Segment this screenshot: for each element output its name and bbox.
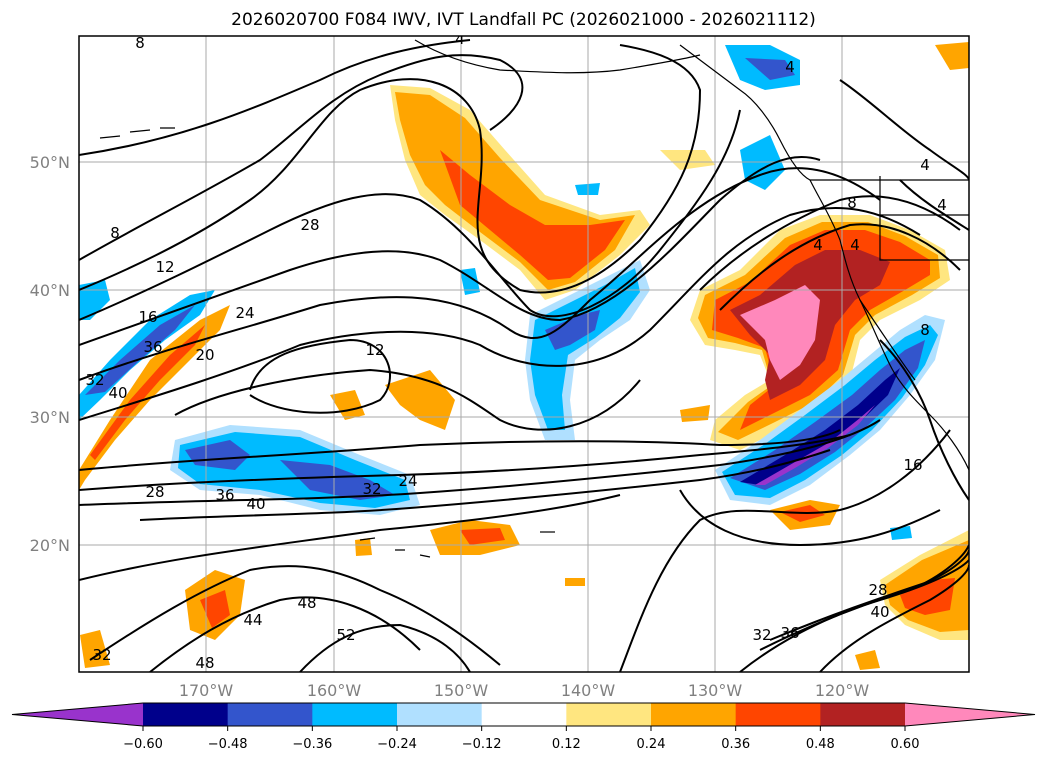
contour-label: 8 [847, 194, 857, 212]
lon-label: 130°W [688, 681, 743, 700]
colorbar-segment [481, 703, 567, 726]
contour-label: 4 [850, 236, 860, 254]
colorbar-segment [735, 703, 821, 726]
map-area: 8 4 4 8 12 16 20 24 28 12 36 32 40 24 32… [79, 30, 969, 672]
lat-label: 20°N [30, 536, 70, 555]
colorbar-tick-label: 0.36 [721, 737, 750, 752]
contour-label: 16 [138, 308, 157, 326]
colorbar-extend-min [12, 703, 143, 726]
lat-label: 50°N [30, 153, 70, 172]
contour-label: 8 [920, 321, 930, 339]
colorbar-segment [312, 703, 398, 726]
lat-label: 30°N [30, 408, 70, 427]
colorbar-tick-label: −0.48 [208, 737, 248, 752]
contour-label: 12 [365, 341, 384, 359]
coastlines [99, 39, 969, 558]
lon-label: 120°W [815, 681, 870, 700]
colorbar-segment [227, 703, 313, 726]
positive-anomaly-west-band [79, 305, 230, 490]
colorbar-tick-label: −0.36 [292, 737, 332, 752]
colorbar-extend-max [905, 703, 1035, 726]
colorbar-tick-label: 0.12 [552, 737, 581, 752]
lat-label: 40°N [30, 281, 70, 300]
colorbar-tick-label: 0.60 [891, 737, 920, 752]
contour-label: 52 [336, 626, 355, 644]
contour-label: 44 [243, 611, 262, 629]
contour-label: 12 [155, 258, 174, 276]
contour-label: 20 [195, 346, 214, 364]
contour-label: 36 [215, 486, 234, 504]
contour-label: 8 [135, 34, 145, 52]
latitude-labels: 50°N 40°N 30°N 20°N [30, 153, 70, 555]
contour-label: 28 [868, 581, 887, 599]
contour-labels: 8 4 4 8 12 16 20 24 28 12 36 32 40 24 32… [85, 30, 947, 672]
contour-label: 36 [780, 624, 799, 642]
contour-label: 48 [297, 594, 316, 612]
contour-label: 28 [145, 483, 164, 501]
iwv-contours [79, 39, 969, 672]
colorbar-segment [397, 703, 483, 726]
map-title: 2026020700 F084 IWV, IVT Landfall PC (20… [231, 10, 816, 30]
lon-label: 170°W [179, 681, 234, 700]
contour-label: 4 [455, 30, 465, 48]
colorbar-tick-label: −0.12 [462, 737, 502, 752]
contour-label: 24 [235, 304, 254, 322]
contour-label: 40 [870, 603, 889, 621]
colorbar-segment [566, 703, 652, 726]
lon-label: 140°W [561, 681, 616, 700]
contour-label: 24 [398, 472, 417, 490]
contour-label: 40 [108, 384, 127, 402]
contour-label: 4 [813, 236, 823, 254]
colorbar: −0.60 −0.48 −0.36 −0.24 −0.12 0.12 0.24 0.36 0.4… [11, 702, 1036, 752]
contour-label: 16 [903, 456, 922, 474]
contour-label: 32 [85, 371, 104, 389]
contour-label: 48 [195, 654, 214, 672]
map-border [78, 35, 970, 673]
colorbar-segment [820, 703, 906, 726]
colorbar-segment [143, 703, 229, 726]
contour-label: 28 [300, 216, 319, 234]
colorbar-tick-label: −0.60 [123, 737, 163, 752]
contour-label: 36 [143, 338, 162, 356]
contour-label: 4 [920, 156, 930, 174]
colorbar-tick-label: 0.24 [637, 737, 666, 752]
colorbar-tick-label: −0.24 [377, 737, 417, 752]
contour-label: 4 [785, 58, 795, 76]
pc-shading [79, 42, 969, 670]
contour-label: 32 [752, 626, 771, 644]
colorbar-segment [651, 703, 737, 726]
contour-label: 8 [110, 224, 120, 242]
contour-label: 4 [937, 196, 947, 214]
lon-label: 160°W [307, 681, 362, 700]
lon-label: 150°W [434, 681, 489, 700]
contour-label: 32 [362, 480, 381, 498]
contour-label: 32 [92, 646, 111, 664]
contour-label: 40 [246, 495, 265, 513]
longitude-labels: 170°W 160°W 150°W 140°W 130°W 120°W [179, 681, 870, 700]
colorbar-tick-label: 0.48 [806, 737, 835, 752]
